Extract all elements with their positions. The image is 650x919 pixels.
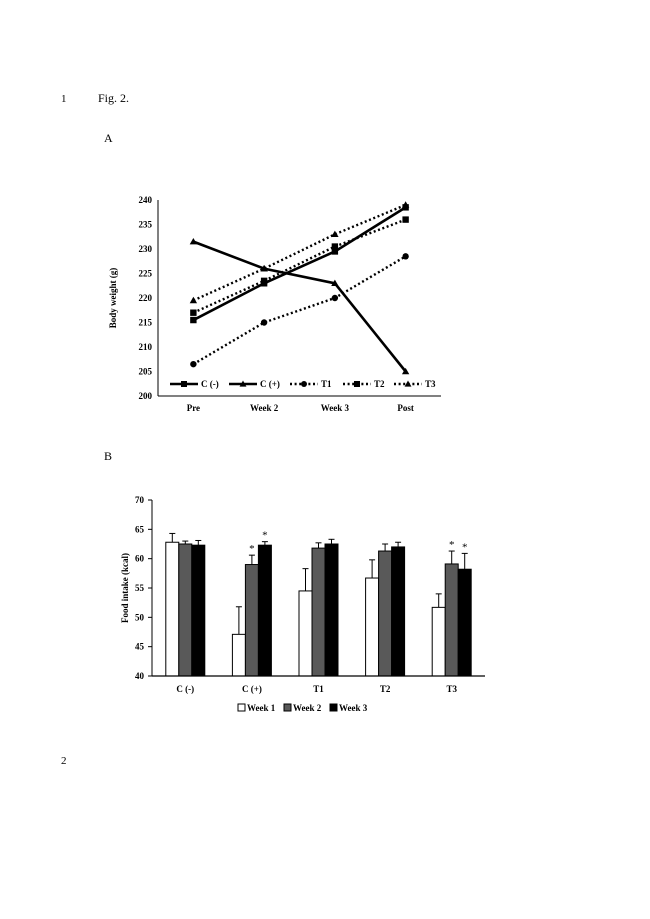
- x-tick-label: T1: [313, 684, 324, 694]
- series-line: [192, 206, 407, 322]
- bar: [178, 543, 193, 677]
- x-tick-label: C (+): [242, 684, 262, 694]
- bar: [378, 550, 393, 677]
- bar: [365, 577, 380, 677]
- legend-marker: [301, 381, 307, 387]
- data-point: [260, 319, 268, 326]
- y-tick-label: 225: [139, 269, 153, 279]
- series-line: [192, 240, 407, 373]
- x-tick-label: T3: [446, 684, 457, 694]
- legend-marker: [181, 381, 187, 387]
- data-point: [260, 277, 268, 285]
- bar: [191, 544, 206, 677]
- bar: [444, 563, 459, 677]
- data-point: [190, 360, 197, 368]
- y-tick-label: 205: [139, 367, 153, 377]
- x-tick-label: C (-): [176, 684, 194, 694]
- bar: [391, 546, 406, 677]
- legend-label: T1: [321, 379, 332, 389]
- y-tick-label: 240: [139, 195, 153, 205]
- data-point: [189, 296, 198, 304]
- y-tick-label: 45: [135, 642, 145, 652]
- series-line: [192, 218, 407, 314]
- data-point: [331, 248, 339, 255]
- data-point: [402, 253, 409, 260]
- y-axis-label: Food intake (kcal): [120, 553, 130, 623]
- legend-label: T3: [425, 379, 436, 389]
- data-point: [189, 237, 198, 245]
- y-tick-label: 215: [139, 318, 153, 328]
- data-point: [402, 216, 409, 223]
- bar: [431, 606, 446, 677]
- data-point: [331, 230, 339, 238]
- y-tick-label: 40: [135, 671, 145, 681]
- y-tick-label: 70: [135, 495, 145, 505]
- legend-swatch: [283, 703, 292, 712]
- panel-label-a: A: [104, 131, 113, 145]
- x-tick-label: Pre: [187, 403, 200, 413]
- bar: [231, 633, 246, 677]
- data-point: [401, 201, 410, 208]
- bar: [324, 543, 339, 677]
- legend-label: T2: [374, 379, 385, 389]
- legend-marker: [239, 380, 247, 387]
- line-number-2: 2: [61, 755, 67, 767]
- data-point: [190, 309, 197, 316]
- significance-marker: *: [449, 539, 455, 551]
- y-tick-label: 50: [135, 612, 145, 622]
- y-tick-label: 65: [135, 524, 145, 534]
- significance-marker: *: [249, 543, 255, 555]
- significance-marker: *: [262, 530, 268, 542]
- series-line: [192, 255, 407, 366]
- x-tick-label: Week 3: [321, 403, 350, 413]
- data-point: [331, 279, 339, 287]
- significance-marker: *: [462, 541, 468, 553]
- y-tick-label: 235: [139, 220, 153, 230]
- x-tick-label: T2: [380, 684, 391, 694]
- legend-label: C (-): [201, 379, 219, 389]
- legend-label: Week 3: [339, 703, 368, 713]
- y-tick-label: 220: [139, 293, 153, 303]
- x-tick-label: Week 2: [250, 403, 279, 413]
- data-point: [331, 294, 339, 302]
- y-axis-label: Body weight (g): [108, 268, 118, 329]
- legend-marker: [354, 381, 360, 387]
- bar: [257, 544, 272, 677]
- y-tick-label: 55: [135, 583, 145, 593]
- series-line: [192, 203, 407, 302]
- legend-label: Week 2: [293, 703, 322, 713]
- y-tick-label: 210: [139, 342, 153, 352]
- legend-marker: [404, 380, 412, 387]
- bar: [244, 564, 259, 677]
- panel-label-b: B: [104, 449, 113, 463]
- bar: [311, 547, 326, 677]
- figure-title: Fig. 2.: [98, 91, 130, 105]
- legend-swatch: [237, 703, 246, 712]
- y-tick-label: 60: [135, 554, 145, 564]
- legend-swatch: [329, 703, 338, 712]
- bar: [165, 541, 180, 677]
- legend-label: C (+): [260, 379, 280, 389]
- x-tick-label: Post: [397, 403, 414, 413]
- data-point: [331, 243, 339, 250]
- data-point: [401, 367, 410, 375]
- bar: [298, 590, 313, 677]
- data-point: [260, 264, 268, 272]
- bar: [457, 568, 472, 677]
- y-tick-label: 200: [139, 391, 153, 401]
- y-tick-label: 230: [139, 244, 153, 254]
- data-point: [190, 316, 197, 324]
- legend-label: Week 1: [247, 703, 276, 713]
- line-number-1: 1: [61, 93, 67, 105]
